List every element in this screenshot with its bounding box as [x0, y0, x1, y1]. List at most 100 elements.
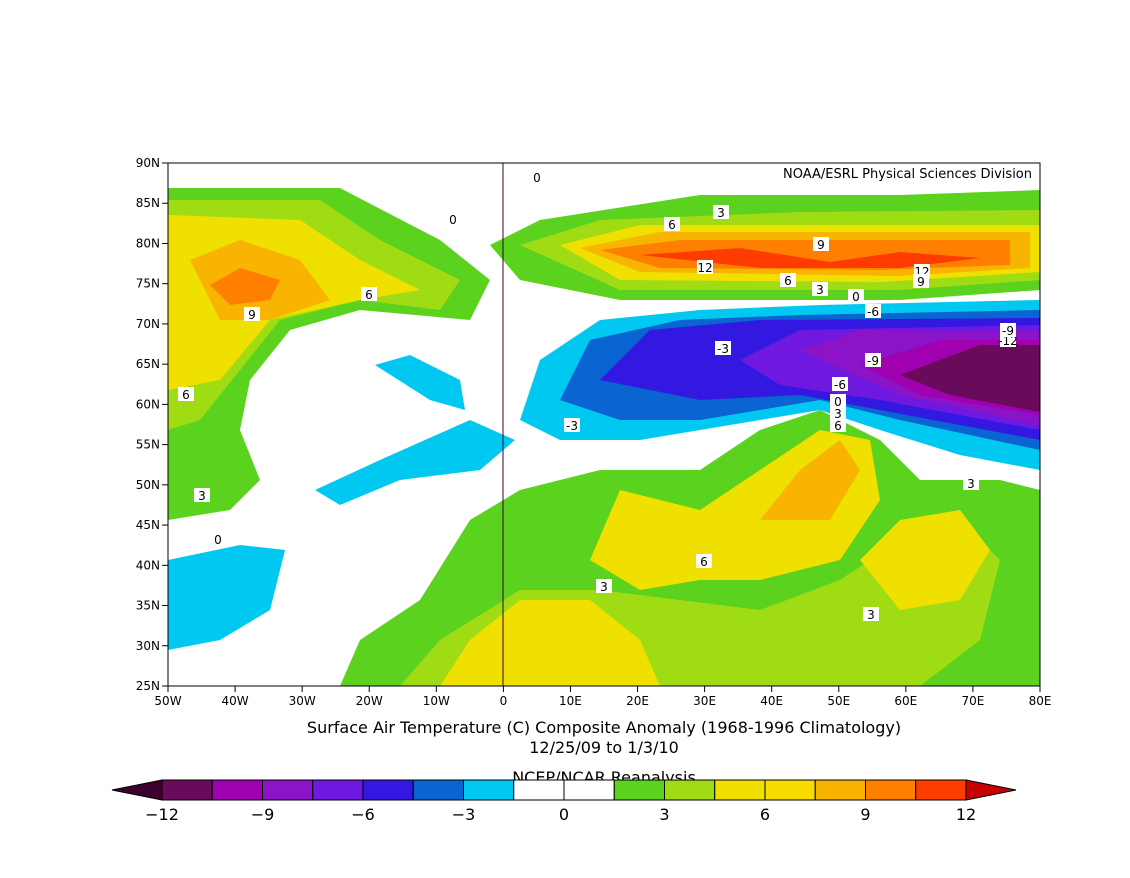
colorbar-box: [563, 779, 615, 801]
contour-label: -6: [867, 305, 879, 319]
contour-label-box: [1000, 323, 1016, 337]
contour-label-box: [865, 353, 881, 367]
contour-label-box: [445, 212, 461, 226]
contour-label: 9: [248, 308, 256, 322]
contour-label: 9: [817, 238, 825, 252]
lat-label: 35N: [136, 599, 160, 613]
lat-label: 50N: [136, 478, 160, 492]
contour-label: -12: [998, 334, 1018, 348]
contour-label: 6: [834, 419, 842, 433]
contour-label: 3: [600, 580, 608, 594]
lat-label: 85N: [136, 196, 160, 210]
contour-label-box: [813, 237, 829, 251]
colorbar: −12 −9 −6 −3 0 3 6 9 12: [111, 779, 1017, 824]
contour-label-box: [564, 418, 580, 432]
colorbar-box: [211, 779, 263, 801]
contour-label: 3: [867, 608, 875, 622]
contour-label-box: [664, 217, 680, 231]
colorbar-label: −3: [452, 805, 476, 824]
colorbar-box: [463, 779, 515, 801]
contour-label-box: [848, 289, 864, 303]
credit: NOAA/ESRL Physical Sciences Division: [783, 167, 1032, 182]
plot-frame: [167, 162, 1041, 687]
contour-label: -9: [867, 354, 879, 368]
lon-label: 40E: [760, 694, 783, 708]
contour-label-box: [713, 205, 729, 219]
lon-label: 80E: [1029, 694, 1052, 708]
contour-label: 9: [917, 275, 925, 289]
colorbar-box: [412, 779, 464, 801]
lat-label: 55N: [136, 438, 160, 452]
contour-label-box: [830, 418, 846, 432]
colorbar-box: [714, 779, 766, 801]
contour-label: 6: [182, 388, 190, 402]
contour-label: 0: [834, 395, 842, 409]
dates: 12/25/09 to 1/3/10: [529, 738, 679, 757]
contour-label-box: [830, 394, 846, 408]
lon-label: 50W: [154, 694, 181, 708]
lon-label: 20W: [356, 694, 383, 708]
contour-label-box: [865, 304, 881, 318]
colorbar-label: 12: [956, 805, 976, 824]
contour-label: 3: [198, 489, 206, 503]
colorbar-label: 6: [760, 805, 770, 824]
lon-label: 10W: [423, 694, 450, 708]
contour-label-box: [963, 476, 979, 490]
contour-label-box: [863, 607, 879, 621]
lon-label: 40W: [222, 694, 249, 708]
contour-label-box: [361, 287, 377, 301]
contour-label: 3: [967, 477, 975, 491]
contour-label: -3: [566, 419, 578, 433]
title: Surface Air Temperature (C) Composite An…: [307, 718, 901, 737]
contour-label-box: [830, 406, 846, 420]
colorbar-label: −9: [251, 805, 275, 824]
contour-label-box: [596, 579, 612, 593]
lat-label: 30N: [136, 639, 160, 653]
axes: 90N 85N 80N 75N 70N 65N 60N 55N 50N 45N 40N 35N 30N 2…: [136, 156, 1052, 708]
contour-label-box: [696, 554, 712, 568]
lon-label: 60E: [894, 694, 917, 708]
contour-label: 0: [852, 290, 860, 304]
contour-label-box: [715, 341, 731, 355]
colorbar-box: [513, 779, 565, 801]
colorbar-end: [965, 779, 1017, 801]
contour-label-box: [210, 532, 226, 546]
contour-label-box: [178, 387, 194, 401]
colorbar-label: −6: [351, 805, 375, 824]
lat-label: 75N: [136, 277, 160, 291]
contour-label: 6: [784, 274, 792, 288]
colorbar-label: 3: [659, 805, 669, 824]
map-field: [168, 188, 1040, 686]
colorbar-box: [362, 779, 414, 801]
colorbar-label: 0: [559, 805, 569, 824]
contour-label-box: [913, 274, 929, 288]
colorbar-box: [915, 779, 967, 801]
contour-label-box: [780, 273, 796, 287]
lat-label: 90N: [136, 156, 160, 170]
contour-label: 6: [700, 555, 708, 569]
colorbar-box: [664, 779, 716, 801]
contour-label: -6: [834, 378, 846, 392]
lon-label: 0: [500, 694, 508, 708]
lat-label: 25N: [136, 679, 160, 693]
colorbar-box: [312, 779, 364, 801]
contour-label: 6: [365, 288, 373, 302]
contour-label: -3: [717, 342, 729, 356]
contour-label: 3: [834, 407, 842, 421]
contour-label-box: [194, 488, 210, 502]
lon-label: 70E: [961, 694, 984, 708]
lat-label: 80N: [136, 236, 160, 250]
lat-label: 65N: [136, 357, 160, 371]
colorbar-label: −12: [145, 805, 179, 824]
lat-label: 60N: [136, 397, 160, 411]
contour-label: 0: [214, 533, 222, 547]
lon-label: 30W: [289, 694, 316, 708]
contour-label: 6: [668, 218, 676, 232]
colorbar-label: 9: [860, 805, 870, 824]
lat-label: 45N: [136, 518, 160, 532]
contour-label-box: [812, 282, 828, 296]
colorbar-box: [814, 779, 866, 801]
lat-label: 70N: [136, 317, 160, 331]
